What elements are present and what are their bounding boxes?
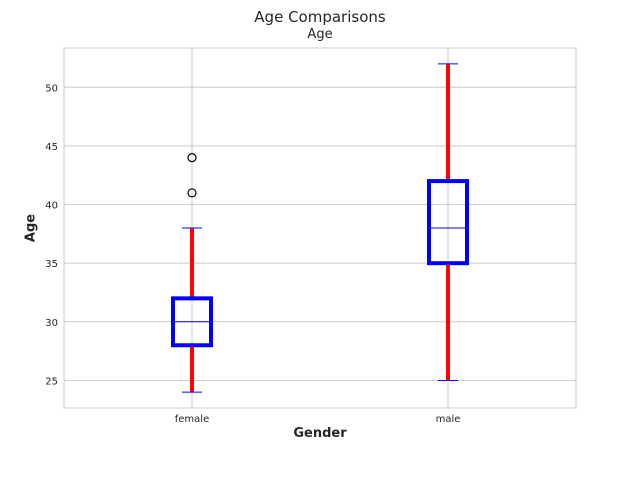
x-axis-label: Gender bbox=[293, 426, 347, 441]
y-tick-label: 40 bbox=[45, 201, 58, 212]
chart-title: Age bbox=[307, 27, 333, 42]
plot-frame bbox=[63, 47, 577, 409]
y-tick-label: 50 bbox=[45, 83, 58, 94]
y-tick-label: 45 bbox=[45, 142, 58, 153]
box-outlier bbox=[187, 188, 197, 198]
chart-suptitle: Age Comparisons bbox=[254, 8, 386, 26]
x-tick-label: female bbox=[175, 414, 209, 425]
x-tick-label: male bbox=[436, 414, 461, 425]
y-tick-label: 25 bbox=[45, 376, 58, 387]
box-body bbox=[427, 179, 469, 266]
box-outlier bbox=[187, 153, 197, 163]
y-axis-label: Age bbox=[23, 213, 39, 243]
y-tick-label: 30 bbox=[45, 318, 58, 329]
y-tick-label: 35 bbox=[45, 259, 58, 270]
